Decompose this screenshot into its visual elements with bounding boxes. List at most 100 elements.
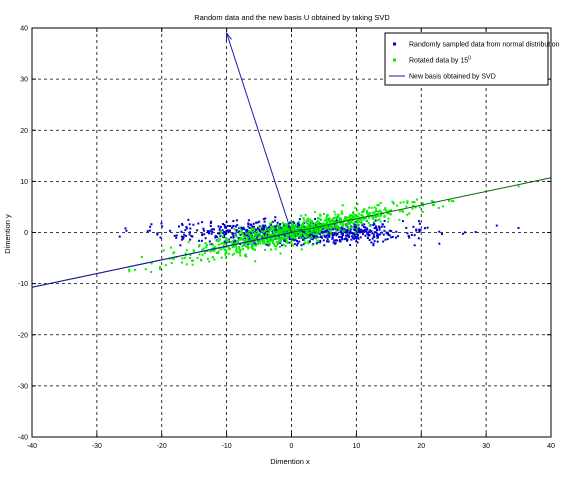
random-data-point xyxy=(373,235,376,238)
rotated-data-point xyxy=(283,231,286,234)
rotated-data-point xyxy=(247,240,250,243)
random-data-point xyxy=(225,221,228,224)
random-data-point xyxy=(407,235,410,238)
rotated-data-point xyxy=(368,224,371,227)
rotated-data-point xyxy=(144,268,147,271)
rotated-data-point xyxy=(333,210,336,213)
rotated-data-point xyxy=(281,222,284,225)
rotated-data-point xyxy=(294,225,297,228)
rotated-data-point xyxy=(282,243,285,246)
random-data-point xyxy=(201,221,204,224)
rotated-data-point xyxy=(128,270,131,273)
rotated-data-point xyxy=(278,236,281,239)
rotated-data-point xyxy=(329,226,332,229)
rotated-data-point xyxy=(294,223,297,226)
rotated-data-point xyxy=(354,214,357,217)
random-data-point xyxy=(320,230,323,233)
random-data-point xyxy=(247,219,250,222)
rotated-data-point xyxy=(408,212,411,215)
random-data-point xyxy=(240,226,243,229)
rotated-data-point xyxy=(211,243,214,246)
random-data-point xyxy=(217,225,220,228)
random-data-point xyxy=(328,228,331,231)
random-data-point xyxy=(318,232,321,235)
rotated-data-point xyxy=(273,244,276,247)
random-data-point xyxy=(279,226,282,229)
random-data-point xyxy=(343,238,346,241)
random-data-point xyxy=(401,220,404,223)
rotated-data-point xyxy=(367,216,370,219)
random-data-point xyxy=(355,232,358,235)
random-data-point xyxy=(419,229,422,232)
random-data-point xyxy=(224,232,227,235)
random-data-point xyxy=(224,225,227,228)
random-data-point xyxy=(353,223,356,226)
rotated-data-point xyxy=(320,226,323,229)
rotated-data-point xyxy=(349,216,352,219)
x-axis-title: Dimention x xyxy=(270,457,310,466)
x-tick-label: 30 xyxy=(482,443,490,450)
rotated-data-point xyxy=(189,257,192,260)
random-data-point xyxy=(265,243,268,246)
rotated-data-point xyxy=(405,205,408,208)
random-data-point xyxy=(313,234,316,237)
rotated-data-point xyxy=(348,220,351,223)
rotated-data-point xyxy=(170,261,173,264)
rotated-data-point xyxy=(227,247,230,250)
random-data-point xyxy=(373,240,376,243)
rotated-data-point xyxy=(355,228,358,231)
random-data-point xyxy=(263,220,266,223)
random-data-point xyxy=(254,230,257,233)
rotated-data-point xyxy=(169,246,172,249)
random-data-point xyxy=(263,225,266,228)
rotated-data-point xyxy=(205,246,208,249)
rotated-data-point xyxy=(335,226,338,229)
rotated-data-point xyxy=(257,242,260,245)
rotated-data-point xyxy=(338,226,341,229)
rotated-data-point xyxy=(323,219,326,222)
rotated-data-point xyxy=(279,232,282,235)
random-data-point xyxy=(264,217,267,220)
random-data-point xyxy=(387,233,390,236)
rotated-data-point xyxy=(290,233,293,236)
random-data-point xyxy=(415,229,418,232)
rotated-data-point xyxy=(221,235,224,238)
random-data-point xyxy=(369,229,372,232)
rotated-data-point xyxy=(402,201,405,204)
rotated-data-point xyxy=(205,244,208,247)
rotated-data-point xyxy=(245,232,248,235)
random-data-point xyxy=(367,233,370,236)
random-data-point xyxy=(385,231,388,234)
rotated-data-point xyxy=(380,210,383,213)
rotated-data-point xyxy=(373,214,376,217)
rotated-data-point xyxy=(265,226,268,229)
rotated-data-point xyxy=(295,233,298,236)
random-data-point xyxy=(197,222,200,225)
rotated-data-point xyxy=(265,232,268,235)
random-data-point xyxy=(333,239,336,242)
rotated-data-point xyxy=(305,221,308,224)
rotated-data-point xyxy=(317,223,320,226)
random-data-point xyxy=(326,229,329,232)
random-data-point xyxy=(150,223,153,226)
rotated-data-point xyxy=(208,260,211,263)
rotated-data-point xyxy=(348,222,351,225)
rotated-data-point xyxy=(383,208,386,211)
rotated-data-point xyxy=(252,230,255,233)
random-data-point xyxy=(340,230,343,233)
rotated-data-point xyxy=(276,242,279,245)
random-data-point xyxy=(261,224,264,227)
rotated-data-point xyxy=(260,239,263,242)
rotated-data-point xyxy=(288,233,291,236)
rotated-data-point xyxy=(421,202,424,205)
random-data-point xyxy=(254,228,257,231)
rotated-data-point xyxy=(181,261,184,264)
rotated-data-point xyxy=(332,216,335,219)
random-data-point xyxy=(308,233,311,236)
rotated-data-point xyxy=(350,226,353,229)
random-data-point xyxy=(339,226,342,229)
rotated-data-point xyxy=(360,221,363,224)
rotated-data-point xyxy=(307,242,310,245)
random-data-point xyxy=(222,232,225,235)
rotated-data-point xyxy=(235,246,238,249)
